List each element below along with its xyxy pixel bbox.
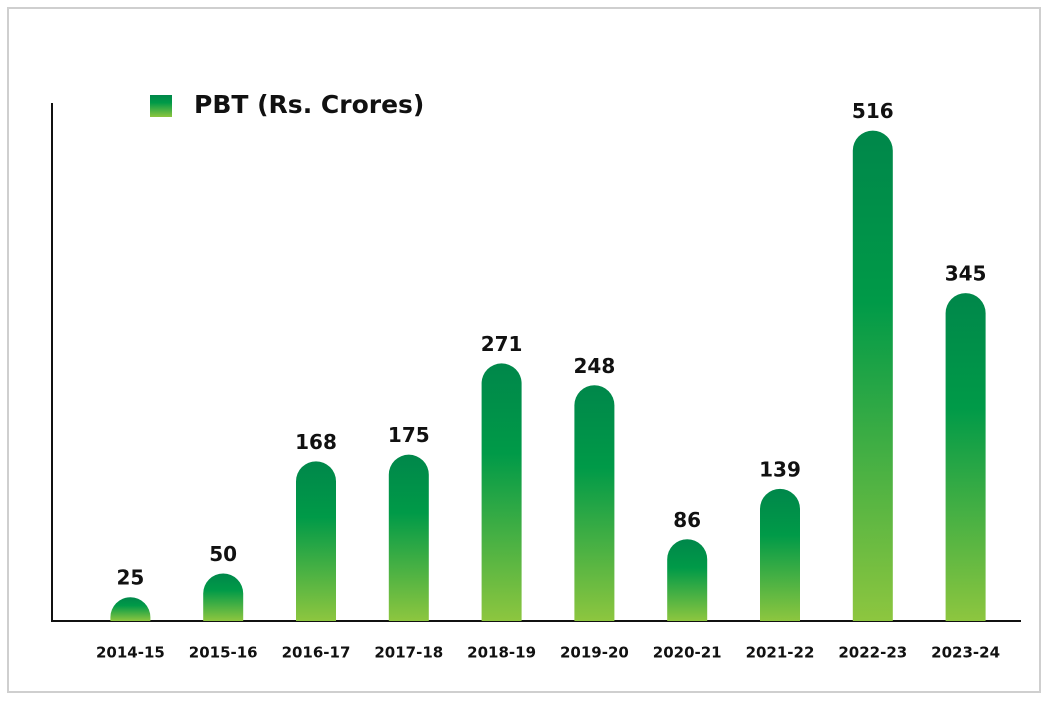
bar bbox=[574, 385, 615, 621]
x-tick-label: 2019-20 bbox=[560, 644, 629, 662]
value-label: 139 bbox=[759, 457, 801, 481]
value-label: 86 bbox=[673, 508, 701, 532]
value-label: 248 bbox=[574, 354, 616, 378]
x-tick-label: 2023-24 bbox=[931, 644, 1000, 662]
value-label: 271 bbox=[481, 332, 523, 356]
bar bbox=[852, 130, 893, 622]
value-label: 345 bbox=[945, 262, 987, 286]
x-tick-label: 2015-16 bbox=[189, 644, 258, 662]
bar bbox=[203, 573, 244, 621]
bar bbox=[760, 488, 800, 621]
value-label: 175 bbox=[388, 423, 430, 447]
legend-label: PBT (Rs. Crores) bbox=[194, 90, 424, 119]
bar bbox=[110, 597, 151, 621]
x-tick-label: 2018-19 bbox=[467, 644, 536, 662]
x-tick-label: 2014-15 bbox=[96, 644, 165, 662]
legend-swatch bbox=[150, 95, 172, 117]
x-tick-label: 2017-18 bbox=[374, 644, 443, 662]
value-label: 50 bbox=[209, 542, 237, 566]
x-tick-label: 2020-21 bbox=[653, 644, 722, 662]
bar bbox=[481, 363, 522, 621]
bar bbox=[667, 539, 708, 621]
value-label: 168 bbox=[295, 430, 337, 454]
value-label: 25 bbox=[116, 566, 144, 590]
bar bbox=[388, 454, 429, 621]
value-label: 516 bbox=[852, 99, 894, 123]
x-tick-label: 2016-17 bbox=[282, 644, 351, 662]
x-tick-label: 2021-22 bbox=[746, 644, 815, 662]
bar bbox=[945, 293, 986, 621]
bar bbox=[296, 461, 336, 621]
frame bbox=[7, 7, 1041, 693]
x-tick-label: 2022-23 bbox=[838, 644, 907, 662]
